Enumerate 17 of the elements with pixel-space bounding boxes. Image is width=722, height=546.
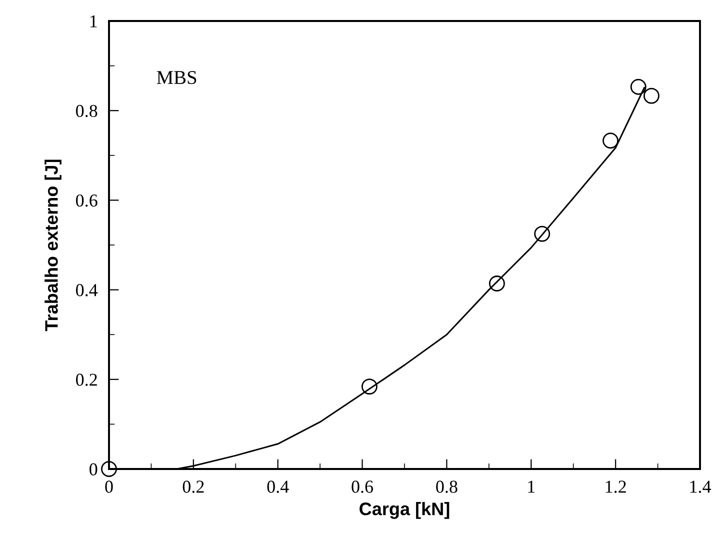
annotation: MBS (156, 71, 196, 84)
y-tick-label: 0.4 (76, 284, 98, 296)
x-axis-title: Carga [kN] (360, 502, 450, 519)
x-tick-label: 1.2 (606, 480, 626, 493)
y-tick-label: 0.8 (76, 104, 98, 118)
y-tick-label: 0 (90, 463, 98, 476)
x-tick-label: 0.6 (352, 480, 374, 493)
y-axis-title: Trabalho externo [J] (44, 160, 62, 332)
x-tick-label: 0.8 (436, 480, 458, 493)
y-tick-label: 1 (90, 15, 97, 28)
x-tick-label: 0.4 (267, 480, 289, 493)
y-tick-label: 0.2 (76, 374, 97, 386)
y-tick-label: 0.6 (76, 194, 98, 207)
x-tick-label: 1.4 (690, 480, 712, 493)
x-tick-label: 1 (528, 480, 535, 493)
x-tick-label: 0 (105, 480, 113, 493)
x-tick-label: 0.2 (182, 480, 204, 493)
